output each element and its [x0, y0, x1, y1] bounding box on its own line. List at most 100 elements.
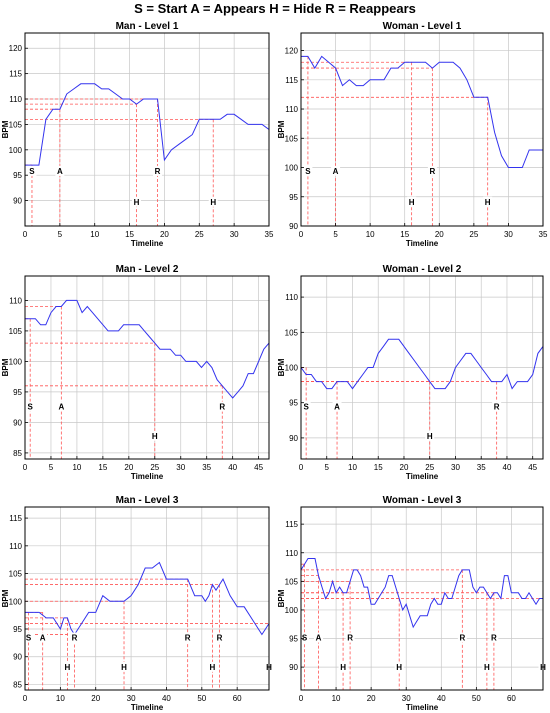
y-tick-label: 90 — [13, 653, 22, 662]
x-tick-label: 60 — [507, 694, 516, 703]
chart-title: Man - Level 2 — [116, 264, 179, 275]
event-label-bg — [183, 632, 193, 643]
y-tick-label: 100 — [9, 597, 23, 606]
chart-4: S A H R 0 5 10 15 20 25 30 35 40 45 90 95 100 105 110 Woman… — [277, 264, 544, 481]
x-tick-label: 5 — [325, 463, 330, 472]
event-label: R — [347, 634, 353, 643]
y-tick-label: 105 — [9, 327, 23, 336]
y-tick-label: 115 — [285, 520, 298, 529]
event-label-bg — [70, 632, 80, 643]
y-axis-label: BPM — [277, 120, 286, 138]
y-tick-label: 95 — [13, 625, 22, 634]
y-tick-label: 110 — [285, 293, 298, 302]
x-tick-label: 20 — [124, 463, 133, 472]
y-tick-label: 85 — [13, 680, 22, 689]
y-tick-label: 105 — [285, 577, 299, 586]
event-label-bg — [314, 632, 324, 643]
event-label: H — [210, 198, 216, 207]
chart-3: S A H R 0 5 10 15 20 25 30 35 40 45 85 90 95 100 105 110 Man… — [1, 264, 270, 481]
event-label-bg — [331, 165, 341, 176]
plot-frame — [300, 32, 544, 227]
event-label: R — [219, 403, 225, 412]
event-label-bg — [24, 632, 34, 643]
chart-title: Man - Level 3 — [116, 495, 179, 506]
y-axis-label: BPM — [1, 358, 10, 376]
x-tick-label: 0 — [23, 463, 28, 472]
y-tick-label: 115 — [285, 76, 298, 85]
event-label: R — [459, 634, 465, 643]
x-tick-label: 15 — [125, 230, 134, 239]
x-tick-label: 25 — [195, 230, 204, 239]
event-label: A — [334, 403, 340, 412]
plot-area — [25, 507, 269, 690]
x-tick-label: 20 — [435, 230, 444, 239]
x-tick-label: 20 — [160, 230, 169, 239]
y-tick-label: 120 — [9, 44, 23, 53]
event-label: R — [185, 634, 191, 643]
x-tick-label: 30 — [504, 230, 513, 239]
series-line — [300, 558, 543, 629]
x-tick-label: 10 — [366, 230, 375, 239]
y-tick-label: 90 — [289, 434, 298, 443]
x-axis-label: Timeline — [406, 239, 439, 248]
y-axis-label: BPM — [277, 589, 286, 607]
series-line — [25, 561, 270, 636]
event-label: H — [134, 198, 140, 207]
plot-frame — [24, 506, 270, 691]
x-axis-label: Timeline — [406, 472, 439, 481]
y-tick-label: 95 — [13, 388, 22, 397]
event-label-bg — [150, 430, 160, 441]
y-tick-label: 115 — [9, 70, 22, 79]
x-tick-label: 35 — [202, 463, 211, 472]
event-label-bg — [55, 165, 65, 176]
event-label-bg — [492, 401, 502, 412]
y-tick-label: 110 — [285, 105, 298, 114]
x-tick-label: 30 — [176, 463, 185, 472]
event-label: S — [28, 403, 34, 412]
x-axis-label: Timeline — [131, 239, 164, 248]
x-tick-label: 15 — [98, 463, 107, 472]
event-label-bg — [217, 401, 227, 412]
x-tick-label: 45 — [254, 463, 263, 472]
event-label: A — [58, 403, 64, 412]
y-tick-label: 95 — [289, 399, 298, 408]
series-line — [300, 338, 544, 390]
x-tick-label: 10 — [348, 463, 357, 472]
event-label: A — [40, 634, 46, 643]
chart-title: Woman - Level 1 — [383, 21, 462, 32]
event-label: S — [305, 167, 311, 176]
x-tick-label: 10 — [72, 463, 81, 472]
chart-2: S A H R H 0 5 10 15 20 25 30 35 90 95 100 105 110 115 120 Wo… — [277, 21, 548, 248]
event-label-bg — [56, 401, 66, 412]
x-tick-label: 50 — [197, 694, 206, 703]
x-tick-label: 20 — [91, 694, 100, 703]
y-tick-label: 100 — [9, 357, 23, 366]
event-label-bg — [332, 401, 342, 412]
event-label: H — [121, 663, 127, 672]
event-label-bg — [119, 661, 129, 672]
event-label-bg — [132, 196, 142, 207]
y-tick-label: 105 — [9, 120, 23, 129]
x-tick-label: 0 — [23, 230, 28, 239]
y-axis-label: BPM — [277, 358, 286, 376]
x-tick-label: 15 — [374, 463, 383, 472]
x-tick-label: 35 — [477, 463, 486, 472]
plot-area — [25, 33, 269, 226]
event-label-bg — [407, 196, 417, 207]
x-tick-label: 45 — [528, 463, 537, 472]
event-label-bg — [457, 632, 467, 643]
x-tick-label: 20 — [400, 463, 409, 472]
y-tick-label: 110 — [9, 542, 22, 551]
event-label: S — [29, 167, 35, 176]
x-tick-label: 10 — [332, 694, 341, 703]
event-label-bg — [482, 661, 492, 672]
y-tick-label: 90 — [289, 222, 298, 231]
x-tick-label: 50 — [472, 694, 481, 703]
chart-title: Woman - Level 3 — [383, 495, 462, 506]
x-tick-label: 5 — [333, 230, 338, 239]
x-tick-label: 5 — [49, 463, 54, 472]
event-label: H — [152, 432, 158, 441]
x-axis-label: Timeline — [131, 472, 164, 481]
y-tick-label: 120 — [285, 47, 299, 56]
y-tick-label: 100 — [9, 146, 23, 155]
